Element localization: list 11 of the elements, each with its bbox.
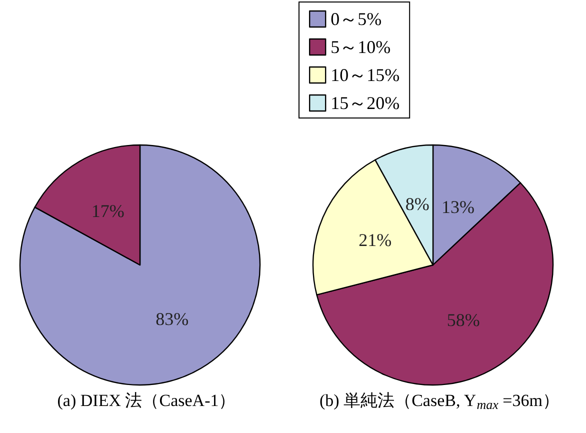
data-label: 13%: [442, 197, 475, 218]
legend-label: 5～10%: [330, 37, 391, 57]
data-label: 21%: [358, 230, 392, 250]
data-label: 17%: [91, 200, 124, 221]
legend-label: 0～5%: [330, 9, 382, 29]
data-label: 83%: [156, 309, 189, 330]
legend-label: 10～15%: [330, 65, 400, 85]
text: (a) DIEX 法（CaseA-1）: [57, 391, 236, 410]
data-label: 8%: [405, 194, 430, 214]
data-label: 58%: [446, 310, 480, 330]
legend-label: 15～20%: [330, 93, 400, 113]
